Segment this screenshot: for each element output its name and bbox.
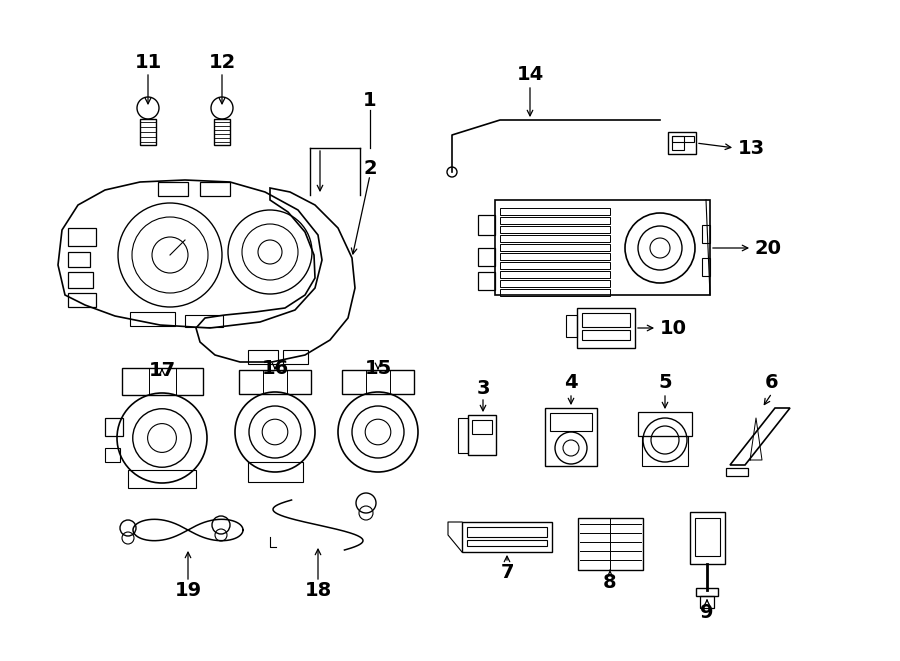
Text: 3: 3 bbox=[476, 379, 490, 397]
Bar bbox=[478, 272, 495, 290]
Text: 16: 16 bbox=[261, 358, 289, 377]
Bar bbox=[214, 119, 230, 145]
Text: 9: 9 bbox=[700, 602, 714, 621]
Bar bbox=[500, 271, 610, 278]
Bar bbox=[582, 330, 630, 340]
Bar bbox=[500, 226, 610, 233]
Text: 13: 13 bbox=[738, 139, 765, 157]
Text: 14: 14 bbox=[517, 65, 544, 85]
Bar bbox=[458, 418, 468, 453]
Bar bbox=[500, 217, 610, 224]
Text: 12: 12 bbox=[209, 52, 236, 71]
Bar bbox=[668, 132, 696, 154]
Bar bbox=[500, 289, 610, 296]
Bar bbox=[582, 313, 630, 327]
Bar bbox=[283, 350, 308, 364]
Bar bbox=[577, 308, 635, 348]
Text: 5: 5 bbox=[658, 373, 671, 393]
Bar bbox=[500, 244, 610, 251]
Bar bbox=[696, 588, 718, 596]
Bar bbox=[500, 253, 610, 260]
Bar bbox=[467, 540, 547, 546]
Bar bbox=[500, 280, 610, 287]
Bar bbox=[566, 315, 577, 337]
Bar bbox=[68, 252, 90, 267]
Bar bbox=[478, 215, 495, 235]
Bar bbox=[672, 136, 694, 142]
Text: 19: 19 bbox=[175, 580, 202, 600]
Bar bbox=[695, 518, 720, 556]
Bar bbox=[122, 368, 202, 395]
Bar bbox=[105, 418, 123, 436]
Bar bbox=[248, 462, 303, 482]
Text: 8: 8 bbox=[603, 572, 616, 592]
Bar bbox=[128, 470, 196, 488]
Bar bbox=[462, 522, 552, 552]
Text: 4: 4 bbox=[564, 373, 578, 393]
Bar bbox=[702, 225, 710, 243]
Bar bbox=[478, 248, 495, 266]
Bar bbox=[690, 512, 725, 564]
Bar bbox=[200, 182, 230, 196]
Bar bbox=[472, 420, 492, 434]
Bar bbox=[500, 262, 610, 269]
Text: 6: 6 bbox=[765, 373, 778, 393]
Bar bbox=[185, 315, 223, 327]
Bar bbox=[468, 415, 496, 455]
Bar bbox=[702, 258, 710, 276]
Text: 11: 11 bbox=[134, 52, 162, 71]
Text: 1: 1 bbox=[364, 91, 377, 110]
Text: 2: 2 bbox=[364, 159, 377, 178]
Bar bbox=[68, 228, 96, 246]
Bar bbox=[158, 182, 188, 196]
Bar bbox=[248, 350, 278, 364]
Bar bbox=[342, 370, 414, 394]
Bar bbox=[130, 312, 175, 326]
Bar bbox=[500, 208, 610, 215]
Text: 17: 17 bbox=[148, 360, 176, 379]
Bar bbox=[500, 235, 610, 242]
Bar bbox=[239, 370, 311, 394]
Bar bbox=[578, 518, 643, 570]
Bar bbox=[672, 136, 684, 150]
Text: 15: 15 bbox=[364, 358, 392, 377]
Bar bbox=[105, 448, 120, 462]
Bar bbox=[467, 527, 547, 537]
Bar bbox=[726, 468, 748, 476]
Bar bbox=[545, 408, 597, 466]
Bar bbox=[495, 200, 710, 295]
Bar bbox=[68, 272, 93, 288]
Bar bbox=[638, 412, 692, 436]
Text: 7: 7 bbox=[500, 563, 514, 582]
Bar bbox=[700, 596, 714, 608]
Bar bbox=[140, 119, 156, 145]
Bar bbox=[68, 293, 96, 307]
Text: 20: 20 bbox=[755, 239, 782, 258]
Text: 18: 18 bbox=[304, 580, 331, 600]
Bar bbox=[642, 436, 688, 466]
Text: 10: 10 bbox=[660, 319, 687, 338]
Bar bbox=[550, 413, 592, 431]
